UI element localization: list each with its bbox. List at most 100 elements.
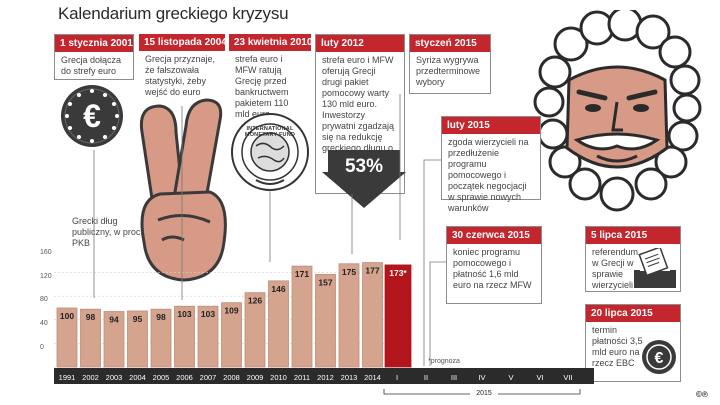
footnote: *prognoza [428,358,460,365]
bar-value-label: 146 [271,284,285,294]
x-tick-label: 2009 [247,373,264,382]
imf-seal-icon [231,113,309,191]
bar-value-label: 103 [177,309,191,319]
bar-value-label: 171 [295,269,309,279]
month-tick-label: IV [478,373,485,382]
bar-value-label: 98 [156,312,166,322]
event-date: 20 lipca 2015 [586,305,680,322]
x-tick-label: 2005 [153,373,170,382]
bar-value-label: 98 [86,312,96,322]
bar [127,310,148,368]
event-date: 15 listopada 2004 [139,34,227,51]
event-text: strefa euro i MFW ratują Grecję przed ba… [235,54,289,119]
bar [221,302,242,368]
x-tick-label: 2014 [364,373,381,382]
x-tick-label: 2013 [341,373,358,382]
bar [268,280,289,368]
bar [80,308,101,368]
bar-value-label: 103 [201,309,215,319]
event-date: luty 2015 [442,117,540,134]
event-text: strefa euro i MFW oferują Grecji drugi p… [322,55,395,153]
x-tick-label: 1991 [59,373,76,382]
bar [56,307,78,368]
event-box-july5-2015: 5 lipca 2015 referendum w Grecji w spraw… [585,226,681,292]
event-box-2010: 23 kwietnia 2010 strefa euro i MFW ratuj… [229,34,312,119]
month-tick-label: VII [563,373,572,382]
bar-value-label: 177 [365,266,379,276]
reduction-value: 53% [344,156,384,177]
y-tick-label: 160 [40,249,52,256]
x-tick-label: 2007 [200,373,217,382]
bar-value-label: 157 [318,277,332,287]
event-date: 1 stycznia 2001 [55,35,133,52]
bar-value-label: 173* [389,268,407,278]
page-title: Kalendarium greckiego kryzysu [58,4,289,23]
bar-value-label: 100 [60,311,74,321]
event-date: luty 2012 [316,35,404,52]
x-tick-label: 2010 [270,373,287,382]
event-text: Syriza wygrywa przedterminowe wybory [416,55,481,87]
imf-emblem-text: INTERNATIONAL MONETARY FUND [244,126,296,138]
bar [338,263,360,368]
bar [291,265,313,368]
debt-label: Grecki dług publiczny, w proc. PKB [72,216,143,248]
bar [384,264,412,368]
x-axis-strip [54,368,594,384]
event-box-2001: 1 stycznia 2001 Grecja dołącza do strefy… [54,34,134,80]
euro-coin-small-icon: € [642,340,676,374]
y-tick-label: 40 [40,320,48,327]
credit: ©℗ [696,390,708,399]
event-box-june-2015: 30 czerwca 2015 koniec programu pomocowe… [446,226,542,304]
euro-coin-icon: € [61,85,123,147]
x-tick-label: 2004 [129,373,146,382]
greek-man-face-icon [533,10,702,212]
x-tick-label: 2003 [106,373,123,382]
event-box-jan-2015: styczeń 2015 Syriza wygrywa przedtermino… [409,34,491,94]
bar-value-label: 95 [133,314,143,324]
x-tick-label: 2011 [294,373,310,382]
crossed-fingers-icon [139,98,227,282]
event-text: termin płatności 3,5 mld euro na rzecz E… [592,325,643,368]
bar-value-label: 109 [224,306,238,316]
bar [103,311,125,368]
event-date: styczeń 2015 [410,35,490,52]
month-tick-label: II [424,373,428,382]
svg-text:€: € [83,98,101,134]
svg-text:€: € [655,350,664,367]
event-text: koniec programu pomocowego i płatność 1,… [453,247,532,290]
bar-value-label: 175 [342,267,356,277]
y-tick-label: 120 [40,273,52,280]
y-tick-label: 0 [40,344,44,351]
bar-value-label: 94 [109,315,119,325]
x-tick-label: 2006 [176,373,193,382]
event-date: 23 kwietnia 2010 [229,34,312,51]
down-arrow-icon [322,150,406,208]
bar [150,308,172,368]
month-tick-label: VI [536,373,543,382]
ballot-icon [634,248,676,288]
event-text: referendum w Grecji w sprawie wierzyciel… [592,247,639,290]
y-tick-label: 80 [40,296,48,303]
event-text: Grecja przyznaje, że fałszowała statysty… [145,54,216,97]
event-box-2004: 15 listopada 2004 Grecja przyznaje, że f… [139,34,227,106]
bar [315,273,336,368]
month-tick-label: III [451,373,457,382]
bar [197,305,219,368]
x-tick-label: 2012 [317,373,334,382]
event-text: Grecja dołącza do strefy euro [61,55,122,76]
event-box-feb-2015: luty 2015 zgoda wierzycieli na przedłuże… [441,116,541,213]
bar [244,292,266,368]
x-tick-label: 2002 [82,373,99,382]
bar [362,262,383,368]
year-2015-label: 2015 [470,390,498,397]
leader-line [429,261,446,366]
event-text: zgoda wierzycieli na przedłużenie progra… [448,137,529,213]
leader-line [423,159,441,366]
month-tick-label: V [508,373,513,382]
bar [174,305,195,368]
bar-value-label: 126 [248,296,262,306]
event-date: 5 lipca 2015 [586,227,680,244]
x-tick-label: 2008 [223,373,240,382]
event-date: 30 czerwca 2015 [447,227,541,244]
